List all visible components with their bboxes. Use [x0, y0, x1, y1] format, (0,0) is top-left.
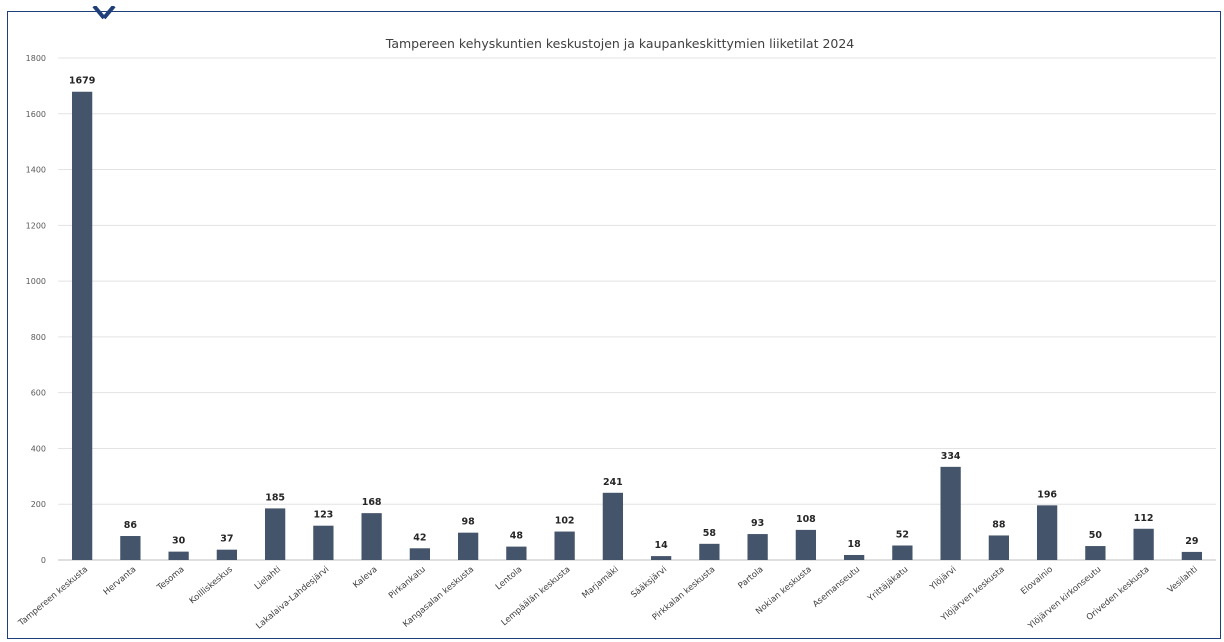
- bar: [699, 543, 720, 560]
- x-tick-label: Lielahti: [253, 565, 283, 593]
- category-labels: Tampereen keskusta Hervanta Tesoma Koillisk…: [16, 564, 1200, 632]
- bar: [1133, 528, 1154, 560]
- bar: [602, 492, 624, 560]
- y-tick-label: 800: [31, 333, 46, 342]
- data-label: 196: [1037, 489, 1057, 500]
- y-tick-label: 600: [31, 389, 46, 398]
- bar: [1036, 505, 1058, 560]
- data-label: 123: [313, 510, 333, 521]
- bar: [1181, 551, 1203, 560]
- bar: [1085, 546, 1106, 560]
- bar: [988, 535, 1010, 560]
- y-tick-label: 1800: [26, 54, 46, 63]
- x-tick-label: Pirkankatu: [387, 565, 428, 602]
- bar: [747, 534, 768, 560]
- y-tick-label: 1600: [26, 110, 46, 119]
- bar: [409, 548, 431, 560]
- data-label: 168: [362, 497, 382, 508]
- y-tick-label: 1400: [26, 166, 46, 175]
- bar: [650, 556, 672, 560]
- x-tick-label: Marjamäki: [580, 565, 620, 601]
- gridlines: [58, 57, 1216, 561]
- x-tick-label: Asemanseutu: [811, 565, 862, 610]
- y-tick-label: 0: [41, 556, 46, 565]
- bar: [843, 554, 865, 560]
- data-label: 334: [941, 451, 961, 462]
- bar: [313, 525, 334, 560]
- chart-frame: Tampereen kehyskuntien keskustojen ja ka…: [7, 6, 1221, 639]
- bar: [120, 536, 141, 560]
- bar: [554, 531, 575, 560]
- data-label: 93: [751, 518, 764, 529]
- bar: [168, 551, 189, 560]
- data-label: 1679: [69, 76, 95, 87]
- data-label: 102: [555, 516, 575, 527]
- x-tick-label: Tesoma: [155, 565, 187, 594]
- data-label: 48: [510, 531, 524, 542]
- data-label: 241: [603, 477, 623, 488]
- x-tick-label: Lentola: [494, 565, 524, 593]
- data-label: 52: [896, 529, 909, 540]
- x-tick-label: Koilliskeskus: [188, 564, 235, 606]
- data-label: 98: [462, 517, 476, 528]
- x-tick-label: Yrittäjäkatu: [865, 565, 910, 605]
- bars: [71, 91, 1203, 561]
- x-tick-label: Ylöjärvi: [927, 565, 958, 593]
- data-label: 108: [796, 514, 816, 525]
- bar: [361, 513, 382, 560]
- data-label: 14: [655, 540, 669, 551]
- x-tick-label: Partola: [736, 565, 765, 592]
- value-labels: 1679 86 30 37 185 123 168 42 98 48 102 241 14 58 93 108…: [69, 76, 1199, 551]
- y-tick-label: 1200: [26, 221, 46, 230]
- chart-title: Tampereen kehyskuntien keskustojen ja ka…: [385, 36, 855, 51]
- data-label: 185: [265, 492, 285, 503]
- y-axis: 0 200 400 600 800 1000 1200 1400 1600 1800: [26, 54, 46, 565]
- x-tick-label: Elovainio: [1019, 565, 1055, 597]
- bar: [795, 529, 817, 560]
- bar-chart: Tampereen kehyskuntien keskustojen ja ka…: [16, 36, 1216, 632]
- data-label: 50: [1089, 530, 1103, 541]
- bar: [216, 549, 238, 560]
- bar: [940, 466, 961, 560]
- data-label: 42: [413, 532, 426, 543]
- bar: [892, 545, 913, 560]
- data-label: 18: [848, 539, 862, 550]
- x-tick-label: Hervanta: [102, 565, 139, 598]
- bar: [264, 508, 286, 560]
- x-tick-label: Vesilahti: [1166, 565, 1200, 596]
- data-label: 112: [1134, 513, 1154, 524]
- y-tick-label: 1000: [26, 277, 46, 286]
- data-label: 30: [172, 536, 186, 547]
- logo-fragment: [92, 6, 116, 20]
- data-label: 37: [220, 534, 233, 545]
- data-label: 29: [1185, 536, 1198, 547]
- x-tick-label: Tampereen keskusta: [16, 565, 90, 629]
- y-tick-label: 400: [31, 444, 46, 453]
- bar: [71, 91, 93, 561]
- data-label: 86: [124, 520, 138, 531]
- data-label: 88: [992, 519, 1006, 530]
- bar: [457, 532, 479, 560]
- data-label: 58: [703, 528, 717, 539]
- bar: [506, 546, 527, 560]
- y-tick-label: 200: [31, 500, 46, 509]
- x-tick-label: Kaleva: [351, 565, 379, 591]
- x-tick-label: Sääksjärvi: [629, 565, 669, 601]
